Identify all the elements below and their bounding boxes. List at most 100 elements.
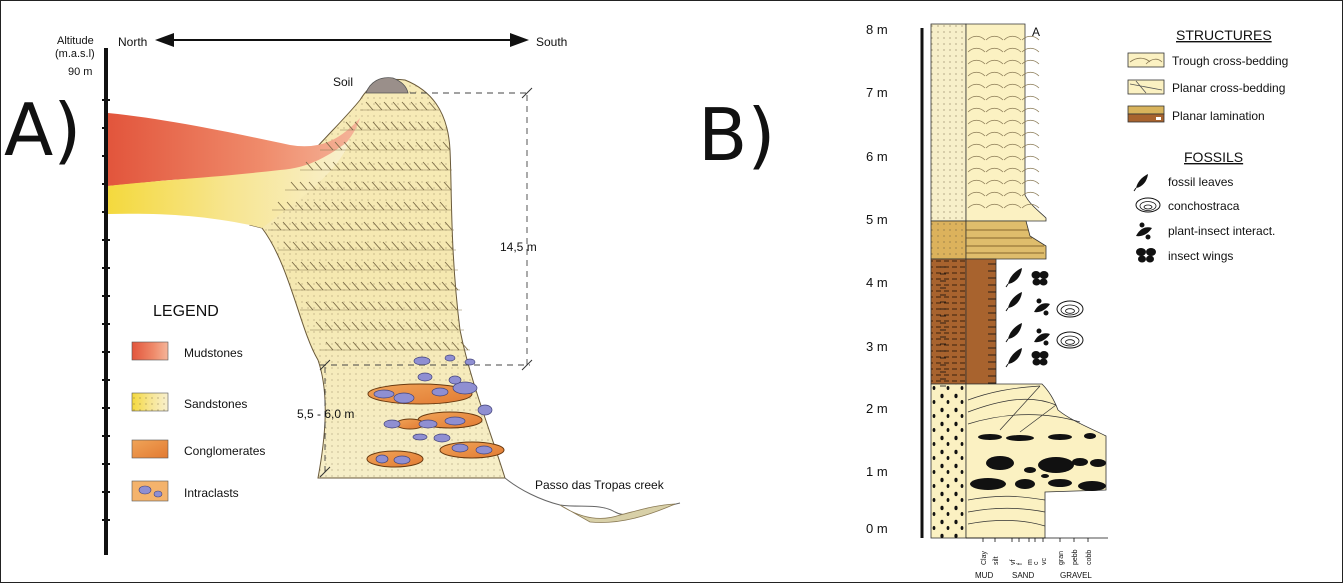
trough-stroke bbox=[967, 203, 986, 209]
tick-1m: 1 m bbox=[866, 464, 888, 479]
cross-bed-stroke bbox=[433, 341, 442, 351]
tick-4m: 4 m bbox=[866, 275, 888, 290]
leaf-icon bbox=[1005, 348, 1022, 368]
planar-lamination-lines bbox=[966, 229, 1044, 254]
cross-bed-stroke bbox=[419, 101, 428, 111]
cross-bed-stroke bbox=[351, 281, 360, 291]
tick-5m: 5 m bbox=[866, 212, 888, 227]
trough-stroke bbox=[1021, 179, 1040, 185]
trough-stroke bbox=[1021, 35, 1040, 41]
cross-bed-stroke bbox=[325, 341, 334, 351]
cross-bed-stroke bbox=[399, 261, 408, 271]
grain-group-sand: SAND bbox=[1012, 571, 1034, 580]
grain-tick-label: c bbox=[1033, 561, 1040, 565]
cross-bed-stroke bbox=[417, 121, 426, 131]
cross-bed-stroke bbox=[395, 301, 404, 311]
arrow-head-north-icon bbox=[155, 33, 174, 47]
measure-tick-marks bbox=[319, 87, 533, 478]
cross-bed-stroke bbox=[333, 321, 342, 331]
altitude-label: Altitude bbox=[57, 35, 94, 47]
cross-bed-stroke bbox=[325, 141, 334, 151]
trough-stroke bbox=[985, 71, 1004, 77]
cross-bed-stroke bbox=[358, 201, 367, 211]
cross-bed-stroke bbox=[379, 341, 388, 351]
trough-stroke bbox=[985, 155, 1004, 161]
cross-bed-stroke bbox=[442, 141, 451, 151]
trough-stroke bbox=[967, 179, 986, 185]
tick-3m: 3 m bbox=[866, 339, 888, 354]
trough-stroke bbox=[985, 167, 1004, 173]
cross-bed-stroke bbox=[340, 201, 349, 211]
cross-bed-stroke bbox=[439, 201, 448, 211]
cross-bed-stroke bbox=[415, 141, 424, 151]
cross-bed-stroke bbox=[381, 261, 390, 271]
cross-bed-stroke bbox=[431, 301, 440, 311]
cross-bed-stroke bbox=[291, 261, 300, 271]
cross-bed-stroke bbox=[336, 221, 345, 231]
cross-bed-stroke bbox=[435, 121, 444, 131]
trough-stroke bbox=[985, 59, 1004, 65]
cross-bed-stroke bbox=[304, 201, 313, 211]
cross-bed-stroke bbox=[405, 321, 414, 331]
structure-label-planar-cross: Planar cross-bedding bbox=[1172, 81, 1285, 95]
cross-bed-stroke bbox=[308, 181, 317, 191]
trough-stroke bbox=[1003, 107, 1022, 113]
trough-stroke bbox=[967, 71, 986, 77]
cross-bed-stroke bbox=[416, 181, 425, 191]
cross-bed-stroke bbox=[372, 261, 381, 271]
cross-bed-stroke bbox=[363, 221, 372, 231]
cross-bed-stroke bbox=[363, 261, 372, 271]
plant-insect-icon bbox=[1136, 222, 1152, 240]
cross-bed-stroke bbox=[361, 341, 370, 351]
leaf-icon bbox=[1005, 292, 1022, 312]
legend: Mudstones Sandstones Conglomerates Intra… bbox=[131, 341, 265, 502]
cross-bed-stroke bbox=[345, 121, 354, 131]
cross-bed-stroke bbox=[391, 241, 400, 251]
cross-bed-stroke bbox=[460, 341, 469, 351]
cross-bed-stroke bbox=[362, 181, 371, 191]
cross-bed-stroke bbox=[403, 201, 412, 211]
cross-bed-stroke bbox=[355, 241, 364, 251]
trough-stroke bbox=[1003, 191, 1022, 197]
cross-bed-stroke bbox=[450, 281, 459, 291]
cross-bed-stroke bbox=[370, 341, 379, 351]
trough-stroke bbox=[985, 119, 1004, 125]
grain-tick-label: pebb bbox=[1072, 549, 1079, 565]
cross-bed-stroke bbox=[342, 321, 351, 331]
plant-insect-icon bbox=[1034, 298, 1050, 316]
leaf-icon bbox=[1005, 323, 1022, 343]
legend-swatch-mudstones bbox=[131, 341, 169, 361]
insect-wings-icon bbox=[1031, 351, 1049, 366]
cross-bed-stroke bbox=[282, 221, 291, 231]
cross-bed-stroke bbox=[309, 221, 318, 231]
cross-bed-stroke bbox=[442, 341, 451, 351]
cross-bed-stroke bbox=[343, 341, 352, 351]
trough-stroke bbox=[1021, 71, 1040, 77]
cross-bed-stroke bbox=[364, 241, 373, 251]
cross-bed-stroke bbox=[423, 321, 432, 331]
plant-insect-icon bbox=[1034, 328, 1050, 346]
cross-bed-stroke bbox=[323, 301, 332, 311]
trough-stroke bbox=[1021, 59, 1040, 65]
cross-bed-stroke bbox=[406, 141, 415, 151]
trough-stroke bbox=[1003, 143, 1022, 149]
cross-bed-stroke bbox=[315, 281, 324, 291]
thickness-lower: 5,5 - 6,0 m bbox=[297, 407, 354, 421]
cross-bed-stroke bbox=[332, 161, 341, 171]
depth-axis-ticks: 0 m 1 m 2 m 3 m 4 m 5 m 6 m 7 m 8 m bbox=[866, 22, 888, 536]
cross-bed-stroke bbox=[400, 241, 409, 251]
cross-bed-stroke bbox=[441, 321, 450, 331]
cross-bed-stroke bbox=[305, 161, 314, 171]
structures-legend: STRUCTURES Trough cross-bedding Planar c… bbox=[1127, 27, 1288, 123]
cross-bed-stroke bbox=[385, 201, 394, 211]
legend-label-mudstones: Mudstones bbox=[184, 346, 243, 360]
cross-bed-stroke bbox=[361, 141, 370, 151]
cross-bed-stroke bbox=[414, 321, 423, 331]
cross-bed-stroke bbox=[301, 241, 310, 251]
cross-bed-stroke bbox=[331, 201, 340, 211]
cross-bed-stroke bbox=[367, 201, 376, 211]
north-label: North bbox=[118, 35, 147, 49]
cross-bed-stroke bbox=[388, 341, 397, 351]
cross-bed-stroke bbox=[408, 221, 417, 231]
cross-bed-stroke bbox=[415, 341, 424, 351]
